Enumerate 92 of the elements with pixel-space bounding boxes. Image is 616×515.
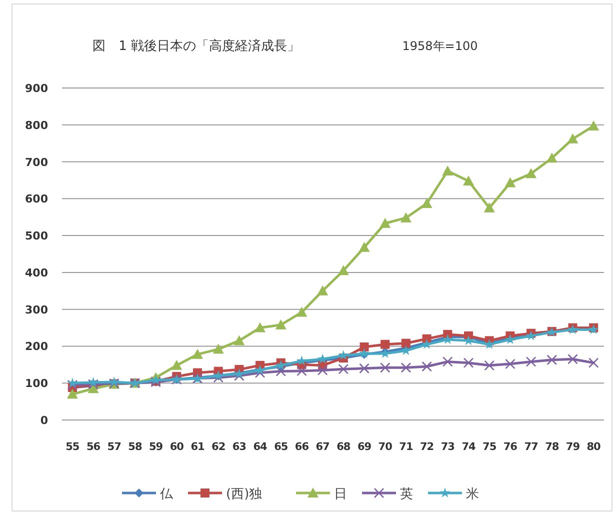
point: [484, 360, 494, 371]
point: [171, 360, 182, 370]
y-tick-label: 700: [25, 156, 48, 169]
x-tick-label: 67: [316, 441, 330, 453]
chart-title: 図 1 戦後日本の「高度経済成長」: [92, 38, 300, 54]
x-tick-label: 58: [128, 441, 142, 453]
x-tick-label: 70: [378, 441, 392, 453]
point: [276, 366, 286, 376]
point: [296, 306, 308, 317]
chart-subtitle: 1958年=100: [402, 39, 478, 53]
point: [463, 335, 474, 346]
point: [317, 285, 328, 296]
point: [67, 378, 78, 388]
x-tick-label: 74: [462, 441, 476, 453]
point: [338, 364, 349, 374]
y-tick-label: 800: [25, 118, 48, 132]
x-tick-label: 78: [545, 441, 559, 453]
y-tick-label: 500: [25, 230, 48, 243]
point: [526, 168, 537, 178]
point: [358, 242, 370, 252]
legend-label: (西)独: [226, 487, 262, 502]
point: [380, 362, 390, 373]
point: [192, 348, 203, 359]
x-tick-label: 56: [86, 441, 100, 453]
x-tick-label: 75: [482, 441, 496, 453]
y-tick-label: 900: [25, 82, 48, 95]
x-tick-label: 77: [524, 441, 538, 453]
point: [463, 358, 474, 368]
point: [526, 356, 536, 367]
x-tick-label: 80: [586, 441, 601, 453]
y-tick-label: 300: [25, 303, 48, 316]
y-tick-label: 200: [25, 340, 48, 354]
y-tick-label: 600: [25, 192, 48, 206]
point: [484, 202, 495, 212]
point: [380, 218, 391, 228]
point: [588, 120, 600, 130]
point: [400, 362, 412, 373]
x-tick-label: 76: [503, 441, 518, 453]
x-tick-label: 65: [274, 441, 288, 453]
point: [421, 198, 432, 208]
point: [338, 350, 349, 360]
y-tick-label: 400: [25, 266, 48, 280]
point: [360, 342, 369, 352]
point: [588, 358, 599, 368]
point: [234, 335, 245, 346]
point: [254, 322, 266, 332]
point: [546, 354, 558, 366]
point: [67, 380, 78, 390]
legend-label: 日: [334, 487, 347, 502]
point: [400, 212, 412, 222]
x-tick-label: 73: [440, 441, 455, 453]
point: [212, 344, 224, 354]
y-tick-label: 0: [40, 414, 48, 427]
point: [463, 175, 474, 186]
y-tick-label: 100: [25, 377, 48, 390]
point: [338, 265, 349, 276]
point: [422, 361, 432, 372]
point: [504, 177, 516, 188]
point: [568, 354, 578, 364]
x-tick-label: 71: [399, 441, 413, 453]
point: [380, 340, 390, 349]
point: [317, 365, 328, 376]
point: [401, 338, 410, 348]
x-tick-label: 72: [420, 441, 434, 453]
point: [66, 388, 78, 399]
x-tick-label: 62: [212, 441, 226, 453]
x-tick-label: 60: [170, 441, 184, 453]
x-tick-label: 68: [336, 441, 350, 453]
point: [213, 372, 224, 383]
point: [108, 376, 120, 386]
x-tick-label: 63: [232, 441, 246, 453]
point: [296, 366, 307, 376]
x-tick-label: 61: [190, 441, 204, 453]
x-tick-label: 66: [294, 441, 309, 453]
x-tick-label: 59: [148, 441, 163, 453]
point: [567, 133, 578, 144]
x-tick-label: 64: [253, 441, 268, 453]
point: [296, 355, 307, 366]
legend-label: 英: [400, 487, 413, 502]
x-tick-label: 79: [566, 441, 580, 453]
point: [505, 358, 516, 370]
point: [442, 334, 453, 344]
point: [546, 152, 558, 163]
point: [359, 363, 370, 374]
point: [442, 356, 453, 367]
legend-label: 米: [466, 487, 479, 502]
x-tick-label: 69: [357, 441, 372, 453]
legend-label: 仏: [159, 487, 174, 502]
x-tick-label: 55: [66, 441, 80, 453]
x-tick-label: 57: [107, 441, 122, 453]
point: [275, 319, 286, 330]
point: [442, 166, 454, 176]
